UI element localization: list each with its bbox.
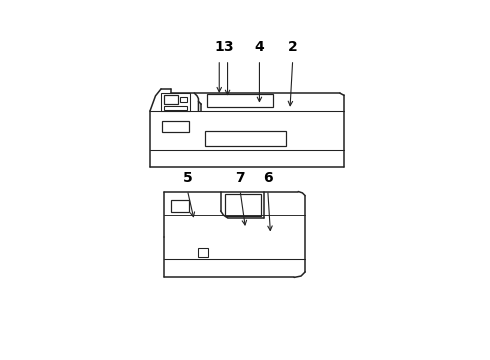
Text: 6: 6 xyxy=(263,171,272,185)
Text: 7: 7 xyxy=(235,171,245,185)
Text: 3: 3 xyxy=(223,40,232,54)
Bar xyxy=(164,95,178,104)
Text: 5: 5 xyxy=(182,171,192,185)
Text: 4: 4 xyxy=(255,40,264,54)
Bar xyxy=(180,97,187,102)
Bar xyxy=(207,94,273,107)
Bar xyxy=(171,200,189,212)
Text: 1: 1 xyxy=(214,40,224,54)
Bar xyxy=(162,121,189,132)
Bar xyxy=(205,131,286,146)
Bar xyxy=(198,248,208,257)
Bar xyxy=(164,105,187,110)
Bar xyxy=(225,194,261,216)
Bar xyxy=(161,93,190,111)
Text: 2: 2 xyxy=(288,40,297,54)
